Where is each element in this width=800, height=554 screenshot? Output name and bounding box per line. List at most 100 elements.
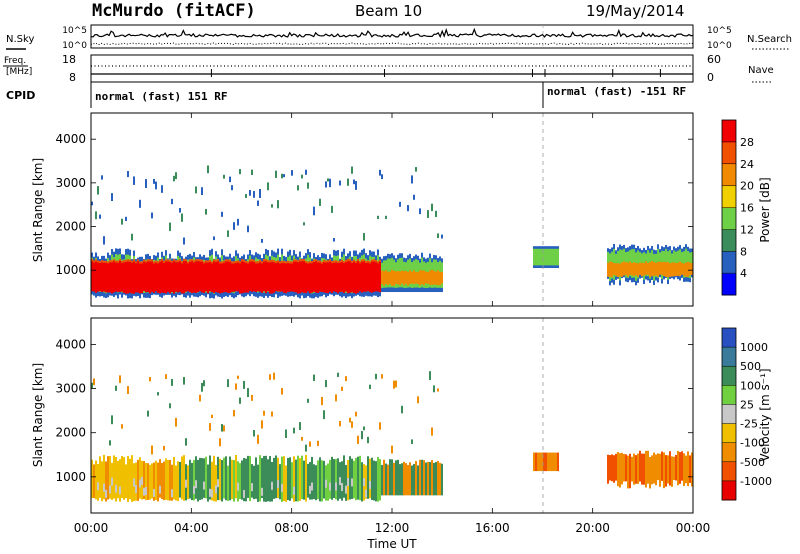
power-scatter xyxy=(171,198,173,205)
velocity-colorbar-tick: 25 xyxy=(740,398,754,411)
power-colorbar: 4 8 12 16 20 24 28 Power [dB] xyxy=(721,119,772,296)
power-column-core xyxy=(619,263,621,277)
power-column-edge xyxy=(177,260,179,263)
velocity-scatter xyxy=(351,421,353,428)
power-column-core xyxy=(645,261,647,275)
velocity-column xyxy=(91,459,93,499)
cpid-panel: CPID normal (fast) 151 RF normal (fast) … xyxy=(6,82,686,108)
power-column-edge xyxy=(247,261,249,264)
velocity-column xyxy=(427,461,429,496)
power-column-edge xyxy=(325,260,327,263)
power-column-edge xyxy=(331,261,333,264)
power-column-edge xyxy=(275,261,277,264)
power-column-edge xyxy=(99,261,101,264)
velocity-column xyxy=(203,458,205,498)
power-scatter xyxy=(291,170,293,176)
power-scatter xyxy=(419,208,421,215)
power-column-core xyxy=(417,272,419,284)
power-column-edge xyxy=(285,261,287,264)
power-scatter xyxy=(331,205,333,213)
power-column-core xyxy=(133,261,135,294)
cpid-segment-1: normal (fast) 151 RF xyxy=(95,90,227,103)
velocity-column xyxy=(681,451,683,481)
colorbar-segment xyxy=(722,328,736,348)
velocity-column xyxy=(183,455,185,501)
power-column-core xyxy=(289,263,291,292)
power-scatter xyxy=(205,208,207,215)
power-column-core xyxy=(309,263,311,294)
velocity-column-part xyxy=(217,479,219,488)
power-column-edge xyxy=(287,260,289,263)
power-column-edge xyxy=(333,260,335,263)
velocity-column xyxy=(193,459,195,501)
power-column-core xyxy=(375,262,377,292)
y-tick-label: 4000 xyxy=(55,132,86,146)
power-column-core xyxy=(125,261,127,294)
velocity-scatter xyxy=(341,386,343,391)
power-column xyxy=(541,248,543,266)
power-column-core xyxy=(253,261,255,292)
power-column-core xyxy=(607,262,609,277)
velocity-column xyxy=(187,465,189,500)
velocity-column xyxy=(231,459,233,500)
power-scatter xyxy=(313,206,315,216)
power-column-core xyxy=(629,261,631,275)
power-column-core xyxy=(213,261,215,294)
velocity-column-part xyxy=(211,489,213,498)
velocity-column xyxy=(273,457,275,499)
power-column-core xyxy=(647,263,649,275)
velocity-column xyxy=(215,464,217,502)
power-column-core xyxy=(397,270,399,285)
power-column-core xyxy=(91,261,93,292)
velocity-scatter xyxy=(203,380,205,387)
power-column-core xyxy=(689,262,691,276)
nave-label: Nave xyxy=(748,65,774,76)
power-column-edge xyxy=(291,261,293,264)
power-column-core xyxy=(691,263,693,275)
power-column-core xyxy=(293,261,295,292)
power-column-core xyxy=(643,263,645,276)
velocity-column xyxy=(547,452,549,472)
power-column-core xyxy=(291,263,293,292)
power-column-edge xyxy=(289,261,291,264)
velocity-column xyxy=(341,461,343,501)
velocity-column xyxy=(627,455,629,489)
power-column-core xyxy=(183,261,185,294)
power-column-core xyxy=(297,262,299,294)
velocity-column xyxy=(279,464,281,500)
velocity-scatter xyxy=(437,388,439,392)
power-column-edge xyxy=(373,259,375,262)
power-column-edge xyxy=(249,259,251,262)
power-column-core xyxy=(659,261,661,275)
x-tick-label: 00:00 xyxy=(74,521,109,535)
power-scatter xyxy=(223,174,225,179)
velocity-scatter xyxy=(165,374,167,379)
power-column-core xyxy=(225,261,227,293)
velocity-column xyxy=(649,456,651,489)
power-scatter xyxy=(399,201,401,207)
power-scatter xyxy=(227,230,229,237)
velocity-column-part xyxy=(209,488,211,497)
power-scatter xyxy=(307,182,309,189)
velocity-column xyxy=(253,465,255,500)
velocity-column xyxy=(539,452,541,472)
velocity-column xyxy=(225,456,227,501)
velocity-column xyxy=(107,456,109,500)
power-column-edge xyxy=(157,261,159,264)
x-axis-label: Time UT xyxy=(366,537,417,551)
power-column-edge xyxy=(221,261,223,264)
velocity-column xyxy=(331,456,333,500)
power-column-core xyxy=(111,262,113,294)
velocity-column-part xyxy=(143,487,145,496)
velocity-column xyxy=(435,462,437,496)
velocity-column xyxy=(251,464,253,498)
power-scatter xyxy=(251,169,253,175)
power-column-core xyxy=(221,263,223,293)
power-column-core xyxy=(157,263,159,293)
power-column-edge xyxy=(251,259,253,262)
cpid-label: CPID xyxy=(6,89,35,102)
velocity-column xyxy=(613,455,615,483)
power-column-edge xyxy=(165,259,167,262)
power-column-core xyxy=(265,261,267,294)
velocity-column xyxy=(337,458,339,501)
